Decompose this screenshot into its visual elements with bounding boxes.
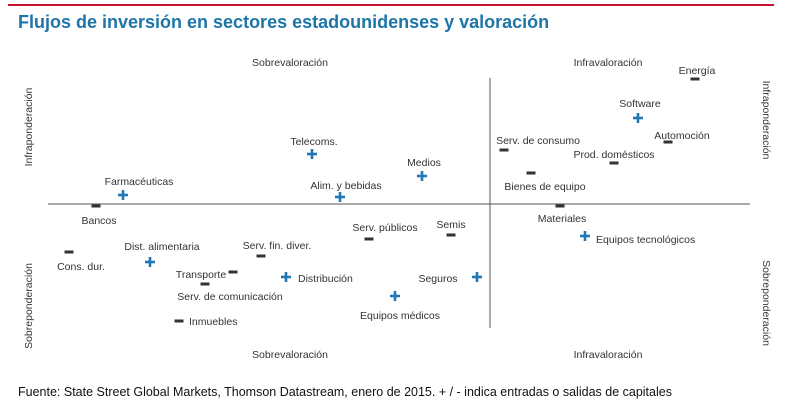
point-alim-y-bebidas: Alim. y bebidas	[310, 180, 382, 202]
point-label: Bienes de equipo	[504, 181, 585, 193]
point-label: Seguros	[418, 273, 457, 285]
point-label: Dist. alimentaria	[124, 241, 199, 253]
point-label: Telecoms.	[290, 136, 337, 148]
point-equipos-tecnologicos: Equipos tecnológicos	[580, 231, 695, 246]
chart-title: Flujos de inversión en sectores estadoun…	[18, 12, 550, 32]
point-label: Farmacéuticas	[105, 176, 174, 188]
minus-marker	[446, 233, 456, 237]
point-energia: Energía	[679, 65, 716, 81]
point-label: Automoción	[654, 130, 710, 142]
minus-marker	[609, 161, 619, 165]
point-software: Software	[619, 98, 661, 123]
point-semis: Semis	[436, 219, 466, 237]
point-label: Software	[619, 98, 661, 110]
label-left-upper: Infraponderación	[23, 87, 35, 166]
point-label: Medios	[407, 157, 441, 169]
minus-marker	[174, 319, 184, 323]
point-label: Distribución	[298, 273, 353, 285]
point-serv-fin-diver: Serv. fin. diver.	[243, 240, 312, 258]
point-telecoms: Telecoms.	[290, 136, 338, 159]
point-materiales: Materiales	[538, 204, 586, 225]
minus-marker	[555, 204, 565, 208]
minus-marker	[499, 148, 509, 152]
point-serv-de-consumo: Serv. de consumo	[496, 135, 580, 152]
minus-marker	[91, 204, 101, 208]
minus-marker	[64, 250, 74, 254]
point-label: Serv. públicos	[352, 222, 417, 234]
point-label: Energía	[679, 65, 716, 77]
point-label: Equipos médicos	[360, 310, 440, 322]
point-inmuebles: Inmuebles	[174, 316, 237, 328]
source-footnote: Fuente: State Street Global Markets, Tho…	[18, 385, 672, 399]
label-bottom-left: Sobrevaloración	[252, 349, 328, 361]
point-prod-domesticos: Prod. domésticos	[573, 149, 655, 165]
point-cons-dur: Cons. dur.	[57, 250, 105, 273]
point-seguros: Seguros	[418, 272, 482, 285]
point-label: Serv. fin. diver.	[243, 240, 312, 252]
minus-marker	[690, 77, 700, 81]
point-serv-publicos: Serv. públicos	[352, 222, 418, 241]
minus-marker	[256, 254, 266, 258]
title-rule	[8, 4, 774, 6]
label-right-upper: Infraponderación	[760, 81, 772, 160]
point-dist-alimentaria: Dist. alimentaria	[124, 241, 200, 267]
point-label: Inmuebles	[189, 316, 237, 328]
label-top-left: Sobrevaloración	[252, 57, 328, 69]
point-distribucion: Distribución	[281, 272, 353, 285]
point-label: Bancos	[81, 215, 116, 227]
point-equipos-medicos: Equipos médicos	[360, 291, 440, 322]
point-label: Serv. de comunicación	[177, 291, 283, 303]
point-automocion: Automoción	[654, 130, 710, 144]
point-label: Serv. de consumo	[496, 135, 580, 147]
point-bienes-de-equipo: Bienes de equipo	[504, 171, 586, 193]
point-medios: Medios	[407, 157, 441, 181]
label-left-lower: Sobreponderación	[23, 263, 35, 349]
point-label: Alim. y bebidas	[310, 180, 381, 192]
label-right-lower: Sobreponderación	[760, 260, 772, 346]
minus-marker	[663, 140, 673, 144]
point-label: Prod. domésticos	[573, 149, 654, 161]
point-serv-de-comunicacion: Serv. de comunicación	[177, 282, 283, 303]
point-farmaceuticas: Farmacéuticas	[105, 176, 174, 200]
point-label: Equipos tecnológicos	[596, 234, 695, 246]
minus-marker	[526, 171, 536, 175]
minus-marker	[228, 270, 238, 274]
point-label: Semis	[436, 219, 465, 231]
point-label: Transporte	[176, 269, 227, 281]
point-bancos: Bancos	[81, 204, 117, 227]
point-transporte: Transporte	[176, 269, 238, 281]
label-top-right: Infravaloración	[574, 57, 643, 69]
point-label: Cons. dur.	[57, 261, 105, 273]
label-bottom-right: Infravaloración	[574, 349, 643, 361]
minus-marker	[200, 282, 210, 286]
point-label: Materiales	[538, 213, 586, 225]
minus-marker	[364, 237, 374, 241]
